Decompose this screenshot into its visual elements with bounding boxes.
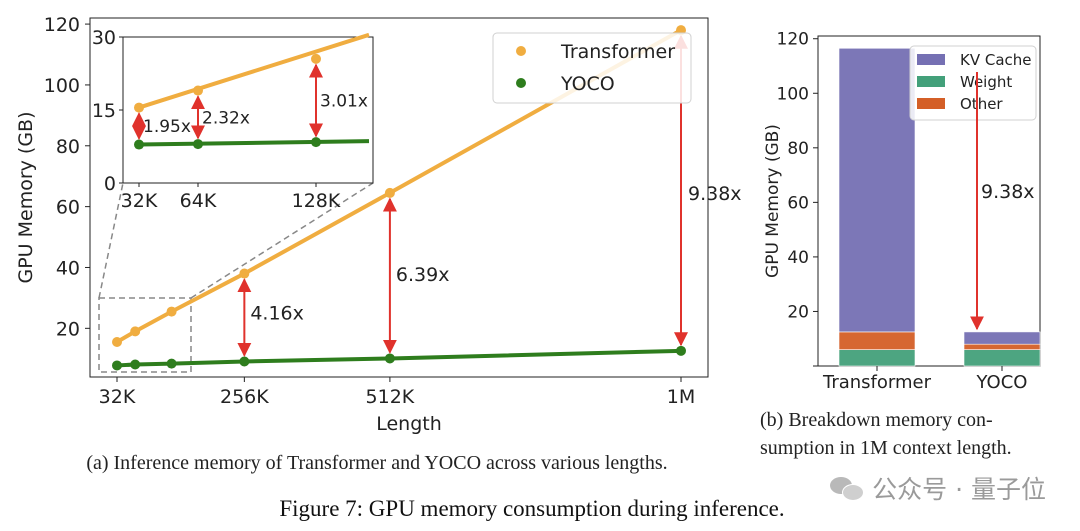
- figure-caption: Figure 7: GPU memory consumption during …: [279, 496, 784, 521]
- watermark-text: 公众号 · 量子位: [872, 475, 1046, 504]
- chart-b-legend-label-kv-cache: KV Cache: [960, 51, 1032, 69]
- chart-a-x-tick-label: 512K: [366, 386, 415, 408]
- chart-a-caption: (a) Inference memory of Transformer and …: [86, 452, 667, 474]
- inset-y-tick-label: 30: [92, 27, 116, 49]
- chart-b-x-tick-label: Transformer: [822, 372, 932, 393]
- chart-a-x-tick-label: 1M: [667, 386, 695, 408]
- chart-a-ratio-label: 6.39x: [396, 264, 450, 286]
- chart-b-y-tick-label: 80: [787, 139, 809, 159]
- chart-a-point-transformer: [166, 306, 177, 317]
- chart-a-y-tick-label: 100: [44, 75, 80, 97]
- inset-ratio-label: 2.32x: [202, 108, 250, 128]
- chart-b-x-tick-label: YOCO: [976, 372, 1028, 393]
- chart-a-line-yoco: [116, 348, 682, 368]
- inset-line-yoco: [138, 139, 370, 147]
- zoom-connector-left: [98, 182, 124, 299]
- chart-b-bar-kv-cache: [963, 331, 1041, 345]
- chart-b-legend-label-other: Other: [960, 95, 1003, 113]
- chart-b-legend-swatch-weight: [917, 76, 945, 87]
- chart-a-y-tick-label: 80: [56, 136, 80, 158]
- chart-a-point-yoco: [239, 356, 250, 367]
- inset-line-transformer: [138, 32, 370, 110]
- chart-a-legend-label-transformer: Transformer: [560, 41, 675, 63]
- chart-a-point-transformer: [384, 187, 395, 198]
- chart-b-bar-other: [838, 331, 916, 350]
- inset-x-tick-label: 64K: [180, 190, 217, 212]
- chart-a-x-axis-label: Length: [376, 413, 442, 435]
- chart-a-point-yoco: [166, 358, 177, 369]
- chart-a-y-tick-label: 60: [56, 197, 80, 219]
- inset-point-yoco: [134, 139, 144, 150]
- chart-a-y-axis-label: GPU Memory (GB): [15, 111, 37, 283]
- chart-b-legend-swatch-other: [917, 98, 945, 109]
- chart-a-legend-marker-yoco: [516, 78, 526, 88]
- chart-a-point-transformer: [130, 326, 141, 337]
- chart-b-ratio-label: 9.38x: [981, 181, 1035, 203]
- chart-a-y-tick-label: 40: [56, 257, 80, 279]
- chart-a-ratio-label: 4.16x: [250, 303, 304, 325]
- chart-b-y-tick-label: 100: [777, 84, 809, 104]
- chart-b-caption-line-1: (b) Breakdown memory con-: [760, 409, 993, 431]
- chart-a-y-tick-label: 120: [44, 14, 80, 36]
- chart-a-legend-label-yoco: YOCO: [560, 73, 615, 95]
- chart-a-y-tick-label: 20: [56, 318, 80, 340]
- inset-point-transformer: [311, 53, 321, 64]
- chart-a-frame: [89, 17, 709, 378]
- chart-b-y-tick-label: 40: [787, 248, 809, 268]
- inset-ratio-label: 3.01x: [320, 92, 368, 112]
- inset-point-transformer: [134, 102, 144, 113]
- chart-a-point-yoco: [112, 360, 122, 371]
- inset-y-tick-label: 0: [104, 173, 116, 195]
- inset-point-yoco: [311, 137, 321, 148]
- chart-b-legend-label-weight: Weight: [960, 73, 1012, 91]
- inset-x-tick-label: 128K: [292, 190, 341, 212]
- chart-b-legend-swatch-kv-cache: [917, 54, 945, 65]
- inset-x-tick-label: 32K: [121, 190, 158, 212]
- inset-ratio-label: 1.95x: [143, 117, 191, 137]
- watermark: 公众号 · 量子位: [830, 470, 1046, 506]
- inset-y-tick-label: 15: [92, 100, 116, 122]
- inset-point-transformer: [193, 85, 203, 96]
- chart-b-caption-line-2: sumption in 1M context length.: [760, 437, 1012, 459]
- zoom-box: [98, 297, 192, 373]
- chart-b-y-tick-label: 20: [787, 302, 809, 322]
- chart-b-y-tick-label: 120: [777, 30, 809, 50]
- chart-a-x-tick-label: 32K: [99, 386, 136, 408]
- chart-b-bar-kv-cache: [838, 47, 916, 333]
- chart-a-point-yoco: [130, 359, 141, 370]
- inset-frame: [122, 36, 374, 184]
- chart-b-bar-weight: [963, 349, 1041, 367]
- chart-a-point-transformer: [239, 268, 250, 279]
- chart-b-y-tick-label: 60: [787, 193, 809, 213]
- wechat-icon: [830, 475, 865, 501]
- chart-a-point-yoco: [676, 345, 686, 356]
- chart-a-legend-box: [492, 32, 692, 104]
- zoom-connector-right: [190, 182, 374, 299]
- chart-a-ratio-label: 9.38x: [688, 183, 742, 205]
- chart-a-point-transformer: [112, 337, 122, 348]
- inset-point-yoco: [193, 139, 203, 150]
- chart-b-bar-other: [963, 343, 1041, 350]
- chart-b-frame: [817, 35, 1041, 367]
- chart-b-bar-weight: [838, 349, 916, 367]
- chart-a-x-tick-label: 256K: [220, 386, 269, 408]
- chart-a-legend-marker-transformer: [516, 46, 526, 56]
- chart-a-point-yoco: [384, 353, 395, 364]
- chart-b-y-axis-label: GPU Memory (GB): [763, 124, 783, 278]
